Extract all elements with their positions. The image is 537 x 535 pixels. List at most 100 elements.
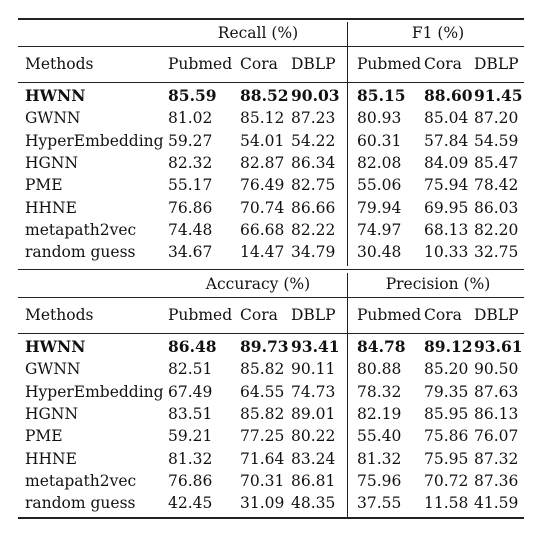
value-cell: 75.86	[424, 427, 469, 446]
value-cell: 85.82	[240, 360, 285, 379]
value-cell: 55.17	[168, 176, 213, 195]
method-cell: HGNN	[25, 404, 79, 423]
method-cell: HyperEmbedding	[25, 131, 164, 150]
value-cell: 41.59	[474, 494, 519, 513]
value-cell: 71.64	[240, 449, 285, 468]
value-cell: 76.07	[474, 427, 519, 446]
value-cell: 74.73	[291, 382, 336, 401]
value-cell: 55.06	[357, 176, 402, 195]
value-cell: 82.75	[291, 176, 336, 195]
value-cell: 81.32	[357, 449, 402, 468]
value-cell: 14.47	[240, 243, 285, 262]
value-cell: 80.88	[357, 360, 402, 379]
method-cell: GWNN	[25, 360, 81, 379]
group-rule	[18, 297, 524, 298]
value-cell: 54.59	[474, 131, 519, 150]
value-cell: 90.50	[474, 360, 519, 379]
column-header: DBLP	[474, 55, 519, 73]
column-header: Pubmed	[168, 306, 233, 324]
value-cell: 60.31	[357, 131, 402, 150]
value-cell: 90.11	[291, 360, 336, 379]
column-header: Cora	[240, 55, 278, 73]
method-cell: HGNN	[25, 153, 79, 172]
column-separator	[347, 273, 348, 519]
value-cell: 93.41	[291, 337, 340, 356]
column-header: DBLP	[291, 306, 336, 324]
value-cell: 82.51	[168, 360, 213, 379]
value-cell: 66.68	[240, 220, 285, 239]
value-cell: 89.73	[240, 337, 289, 356]
value-cell: 11.58	[424, 494, 469, 513]
value-cell: 83.24	[291, 449, 336, 468]
value-cell: 84.78	[357, 337, 406, 356]
header-rule	[18, 333, 524, 334]
column-header: Cora	[424, 55, 462, 73]
column-header: Pubmed	[168, 55, 233, 73]
value-cell: 74.97	[357, 220, 402, 239]
value-cell: 82.19	[357, 404, 402, 423]
method-cell: random guess	[25, 243, 136, 262]
value-cell: 86.81	[291, 471, 336, 490]
method-cell: PME	[25, 427, 63, 446]
value-cell: 85.04	[424, 109, 469, 128]
value-cell: 81.02	[168, 109, 213, 128]
value-cell: 34.79	[291, 243, 336, 262]
value-cell: 76.86	[168, 471, 213, 490]
value-cell: 48.35	[291, 494, 336, 513]
value-cell: 88.52	[240, 86, 289, 105]
value-cell: 91.45	[474, 86, 523, 105]
value-cell: 74.48	[168, 220, 213, 239]
column-header: DBLP	[474, 306, 519, 324]
value-cell: 30.48	[357, 243, 402, 262]
section-top-rule	[18, 18, 524, 20]
value-cell: 54.22	[291, 131, 336, 150]
value-cell: 85.12	[240, 109, 285, 128]
value-cell: 85.47	[474, 153, 519, 172]
value-cell: 54.01	[240, 131, 285, 150]
value-cell: 67.49	[168, 382, 213, 401]
value-cell: 85.59	[168, 86, 217, 105]
section-top-rule	[18, 269, 524, 270]
value-cell: 85.82	[240, 404, 285, 423]
method-cell: HHNE	[25, 198, 77, 217]
method-cell: HHNE	[25, 449, 77, 468]
table-bottom-rule	[18, 517, 524, 519]
method-cell: HWNN	[25, 86, 86, 105]
method-cell: GWNN	[25, 109, 81, 128]
value-cell: 70.74	[240, 198, 285, 217]
column-header: Cora	[424, 306, 462, 324]
value-cell: 70.31	[240, 471, 285, 490]
value-cell: 77.25	[240, 427, 285, 446]
value-cell: 87.32	[474, 449, 519, 468]
value-cell: 10.33	[424, 243, 469, 262]
value-cell: 81.32	[168, 449, 213, 468]
value-cell: 86.34	[291, 153, 336, 172]
value-cell: 90.03	[291, 86, 340, 105]
value-cell: 69.95	[424, 198, 469, 217]
value-cell: 75.94	[424, 176, 469, 195]
column-header: Methods	[25, 55, 94, 73]
value-cell: 37.55	[357, 494, 402, 513]
method-cell: random guess	[25, 494, 136, 513]
value-cell: 87.23	[291, 109, 336, 128]
value-cell: 89.12	[424, 337, 473, 356]
column-header: Methods	[25, 306, 94, 324]
value-cell: 82.32	[168, 153, 213, 172]
value-cell: 86.03	[474, 198, 519, 217]
value-cell: 86.13	[474, 404, 519, 423]
group-rule	[18, 46, 524, 47]
value-cell: 89.01	[291, 404, 336, 423]
method-cell: HWNN	[25, 337, 86, 356]
value-cell: 64.55	[240, 382, 285, 401]
value-cell: 76.86	[168, 198, 213, 217]
header-rule	[18, 82, 524, 83]
value-cell: 75.96	[357, 471, 402, 490]
value-cell: 32.75	[474, 243, 519, 262]
value-cell: 57.84	[424, 131, 469, 150]
column-header: Pubmed	[357, 306, 422, 324]
column-header: Cora	[240, 306, 278, 324]
value-cell: 84.09	[424, 153, 469, 172]
value-cell: 82.87	[240, 153, 285, 172]
value-cell: 78.42	[474, 176, 519, 195]
value-cell: 82.20	[474, 220, 519, 239]
